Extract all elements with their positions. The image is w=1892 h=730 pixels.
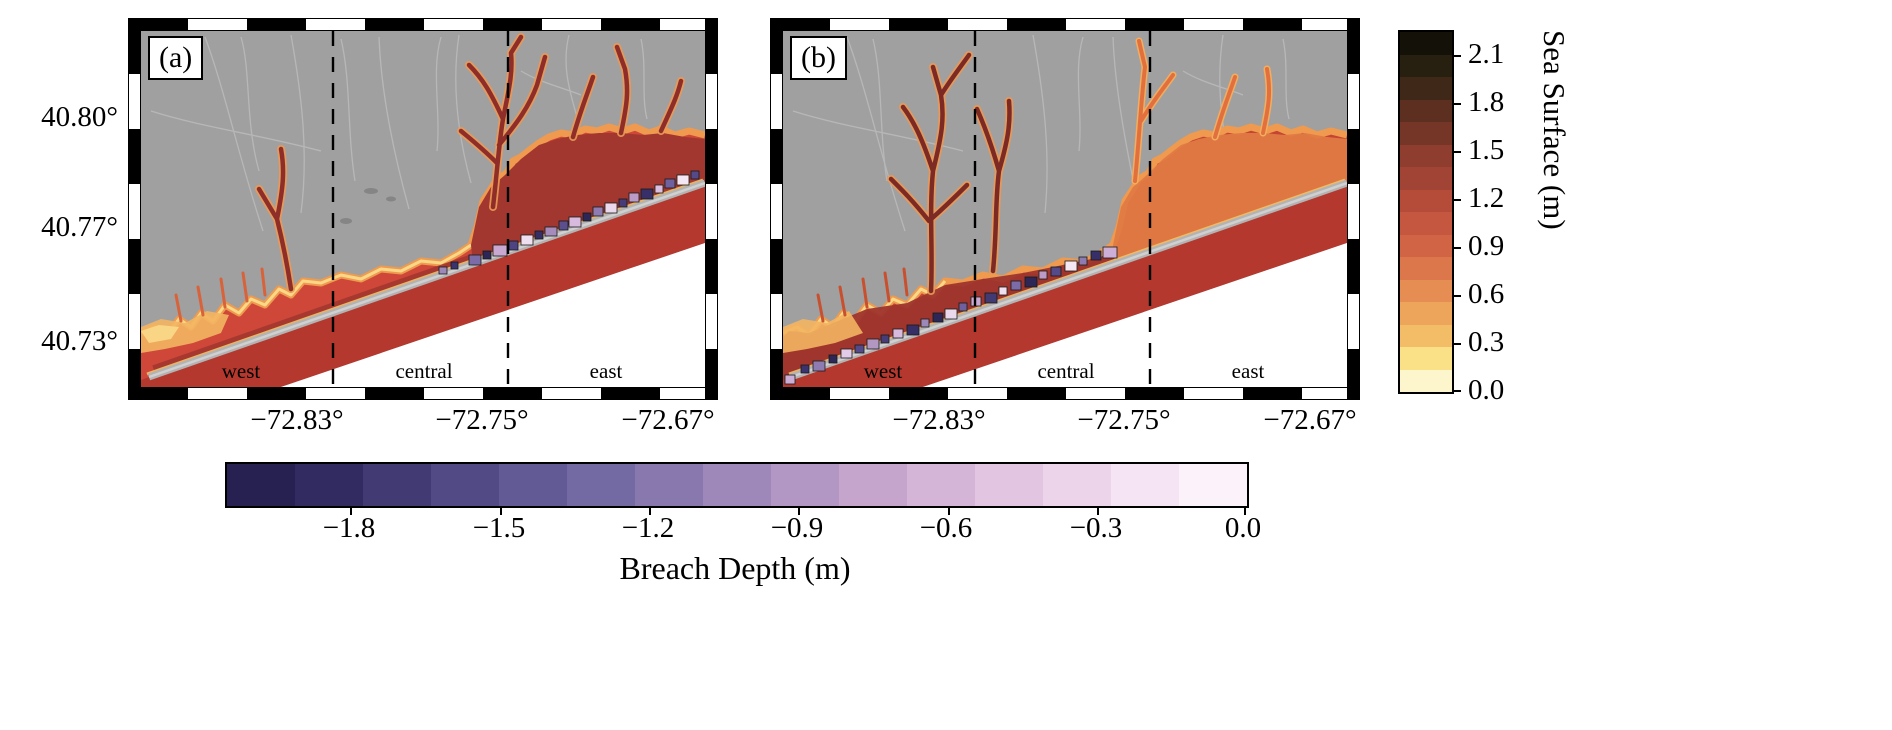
colorbar-tick (649, 506, 651, 515)
sea-surface-colorbar-swatches (1400, 32, 1452, 392)
map-frame-bottom (770, 387, 1360, 400)
colorbar-tick (948, 506, 950, 515)
map-frame-left (770, 18, 783, 400)
map-area-b: west central east (b) (783, 31, 1347, 387)
breach-tick-label: −1.8 (322, 512, 376, 544)
map-panel-a: west central east (a) (128, 18, 718, 400)
panel-label-b: (b) (790, 36, 847, 80)
hillshade-texture (150, 34, 648, 232)
breach-tick-label: 0.0 (1224, 512, 1262, 544)
colorbar-tick (798, 506, 800, 515)
map-frame-right (1347, 18, 1360, 400)
region-label-east: east (1232, 359, 1265, 383)
colorbar-tick (1244, 506, 1246, 515)
lon-tick-label: −72.75° (435, 404, 529, 436)
map-frame-right (705, 18, 718, 400)
breach-rectangles (784, 246, 1118, 385)
lat-tick-label: 40.73° (41, 325, 118, 357)
panel-label-a: (a) (148, 36, 204, 80)
sea-tick-label: 0.6 (1468, 278, 1505, 310)
sea-tick-label: 0.9 (1468, 230, 1505, 262)
ponds (340, 188, 396, 224)
region-label-west: west (222, 359, 261, 383)
region-dividers (973, 31, 1152, 387)
sea-tick-label: 0.3 (1468, 326, 1505, 358)
map-svg-b: west central east (783, 31, 1347, 387)
region-label-west: west (864, 359, 903, 383)
breach-tick-label: −1.2 (621, 512, 675, 544)
lon-tick-label: −72.83° (250, 404, 344, 436)
region-dividers (331, 31, 510, 387)
lat-tick-label: 40.77° (41, 211, 118, 243)
creek-halos (887, 51, 1014, 295)
map-frame-top (770, 18, 1360, 31)
colorbar-tick (1452, 295, 1461, 297)
map-frame-left (128, 18, 141, 400)
lat-tick-label: 40.80° (41, 101, 118, 133)
creeks (256, 34, 684, 292)
lon-tick-label: −72.75° (1077, 404, 1171, 436)
breach-tick-label: −1.5 (472, 512, 526, 544)
lon-tick-label: −72.67° (1263, 404, 1357, 436)
breach-colorbar-swatches (227, 464, 1247, 506)
map-area-a: west central east (a) (141, 31, 705, 387)
colorbar-tick (1452, 343, 1461, 345)
sea-tick-label: 0.0 (1468, 374, 1505, 406)
marsh-spikes (174, 267, 267, 323)
breach-colorbar-title: Breach Depth (m) (619, 550, 851, 586)
colorbar-tick (1097, 506, 1099, 515)
colorbar-tick (350, 506, 352, 515)
sea-tick-label: 2.1 (1468, 38, 1505, 70)
breach-colorbar (225, 462, 1249, 515)
east-creeks-orange (1131, 37, 1273, 185)
sea-tick-label: 1.5 (1468, 134, 1505, 166)
marsh-spikes (816, 267, 909, 323)
sea-tick-label: 1.2 (1468, 182, 1505, 214)
map-svg-a: west central east (141, 31, 705, 387)
region-label-central: central (395, 359, 452, 383)
colorbar-tick (1452, 151, 1461, 153)
breach-rectangles (438, 170, 700, 275)
creeks (888, 52, 1012, 294)
map-frame-top (128, 18, 718, 31)
sea-surface-colorbar (1398, 30, 1461, 394)
region-label-east: east (590, 359, 623, 383)
sea-surface-colorbar-title: Sea Surface (m) (1537, 30, 1572, 230)
colorbar-tick (1452, 390, 1461, 392)
colorbar-tick (1452, 55, 1461, 57)
colorbar-tick (500, 506, 502, 515)
breach-tick-label: −0.3 (1069, 512, 1123, 544)
colorbar-tick (1452, 199, 1461, 201)
colorbar-tick (1452, 247, 1461, 249)
map-frame-bottom (128, 387, 718, 400)
lon-tick-label: −72.67° (621, 404, 715, 436)
colorbar-tick (1452, 103, 1461, 105)
map-panel-b: west central east (b) (770, 18, 1360, 400)
lon-tick-label: −72.83° (892, 404, 986, 436)
breach-tick-label: −0.6 (919, 512, 973, 544)
sea-tick-label: 1.8 (1468, 86, 1505, 118)
breach-tick-label: −0.9 (770, 512, 824, 544)
region-label-central: central (1037, 359, 1094, 383)
